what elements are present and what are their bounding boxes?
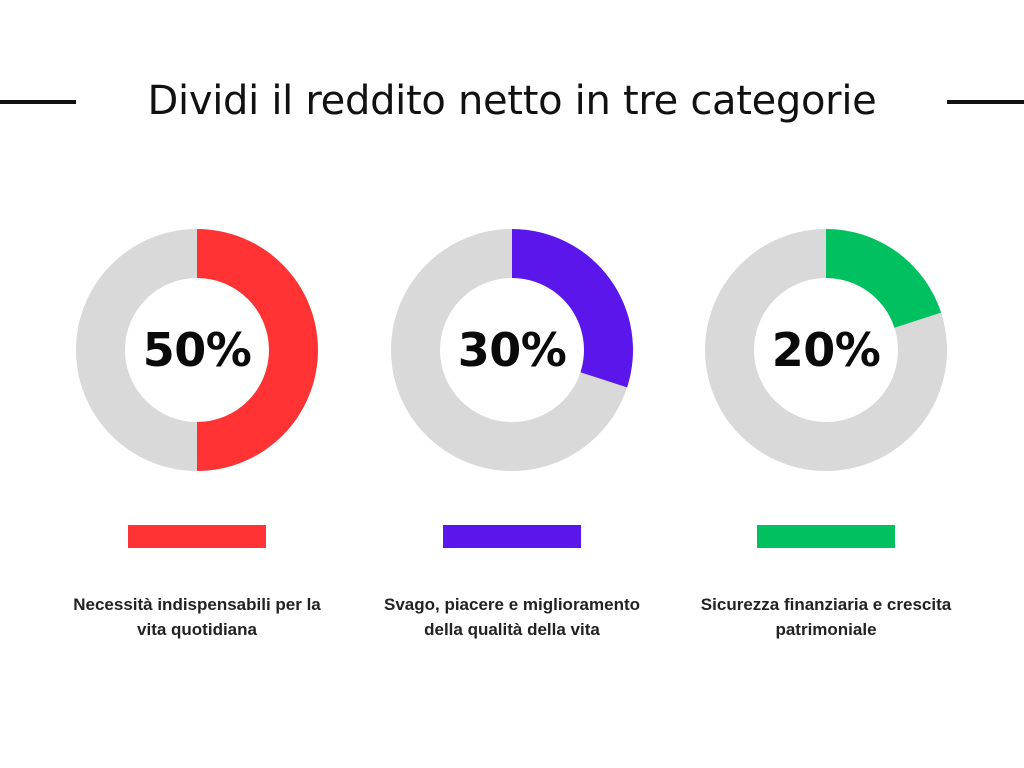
legend-swatch — [757, 525, 895, 548]
donut-chart-1: 50% — [76, 229, 318, 471]
category-description: Svago, piacere e miglioramento della qua… — [383, 595, 641, 639]
legend-swatch — [128, 525, 266, 548]
category-description: Necessità indispensabili per la vita quo… — [73, 595, 321, 639]
percentage-label: 50% — [142, 323, 252, 377]
donut-segment — [197, 229, 318, 471]
header-line-left — [0, 100, 76, 104]
donut-segment — [512, 229, 633, 388]
donut-segment — [826, 229, 942, 328]
donut-chart-2: 30% — [391, 229, 633, 471]
donut-svg — [76, 229, 318, 471]
donut-svg — [391, 229, 633, 471]
donut-svg — [705, 229, 947, 471]
donut-chart-3: 20% — [705, 229, 947, 471]
category-description: Sicurezza finanziaria e crescita patrimo… — [700, 595, 952, 639]
page-title: Dividi il reddito netto in tre categorie — [147, 78, 877, 124]
legend-swatch — [443, 525, 581, 548]
percentage-label: 30% — [457, 323, 567, 377]
percentage-label: 20% — [771, 323, 881, 377]
header-line-right — [947, 100, 1024, 104]
